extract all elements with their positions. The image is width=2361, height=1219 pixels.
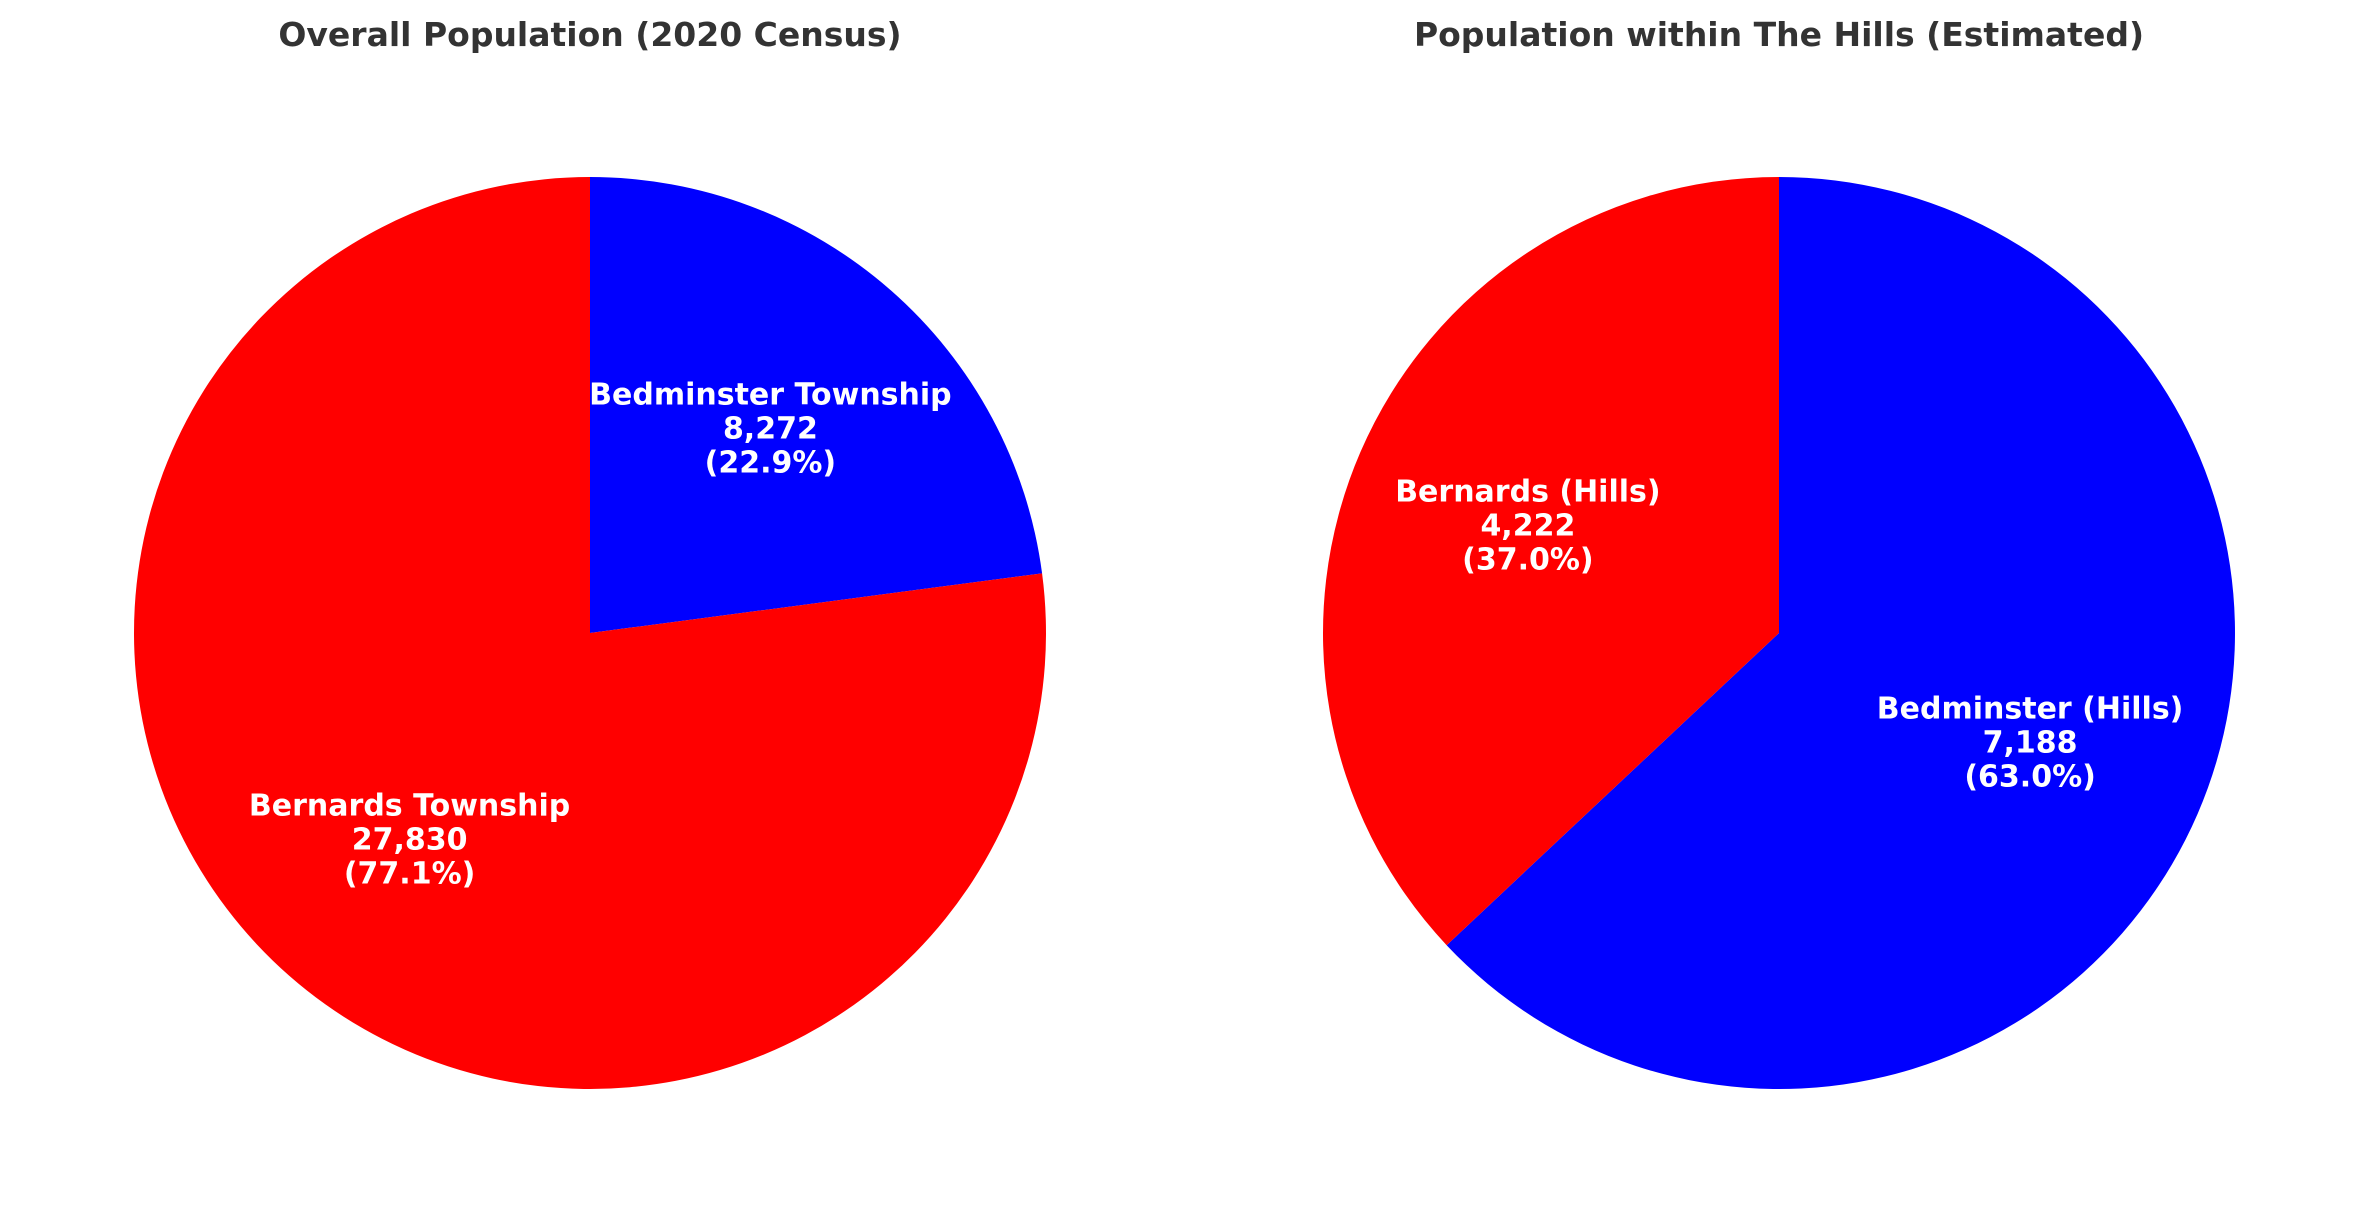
- chart-title-overall: Overall Population (2020 Census): [278, 15, 901, 54]
- slice-label-bedminster-hills-percent: (63.0%): [1964, 760, 2096, 795]
- overall-population-slices: [133, 177, 1046, 1089]
- slice-label-bedminster-hills-name: Bedminster (Hills): [1877, 692, 2184, 727]
- hills-population-slices: [1322, 177, 2235, 1089]
- hills-population-pie: Population within The Hills (Estimated) …: [1322, 15, 2235, 1089]
- slice-label-bedminster-hills-value: 7,188: [1983, 726, 2078, 761]
- slice-label-bernards-hills-value: 4,222: [1480, 508, 1575, 543]
- pie-slice-bernards-township: [133, 177, 1046, 1089]
- slice-label-bernards-hills-name: Bernards (Hills): [1395, 474, 1660, 509]
- slice-label-bedminster-township-value: 8,272: [723, 411, 818, 446]
- chart-title-hills: Population within The Hills (Estimated): [1414, 15, 2144, 54]
- pie-slice-bernards-hills: [1322, 177, 1779, 946]
- slice-label-bernards-township-name: Bernards Township: [249, 789, 570, 824]
- slice-label-bernards-hills-percent: (37.0%): [1462, 542, 1594, 577]
- slice-label-bedminster-township-percent: (22.9%): [705, 445, 837, 480]
- overall-population-pie: Overall Population (2020 Census) Bedmins…: [133, 15, 1046, 1089]
- hills-population-labels: Bedminster (Hills)7,188(63.0%) Bernards (…: [1395, 474, 2183, 794]
- slice-label-bedminster-township-name: Bedminster Township: [589, 377, 952, 412]
- slice-label-bernards-township-value: 27,830: [352, 823, 468, 858]
- pie-slice-bedminster-township: [590, 177, 1043, 633]
- pie-slice-bedminster-hills: [1446, 177, 2235, 1089]
- slice-label-bernards-township-percent: (77.1%): [344, 857, 476, 892]
